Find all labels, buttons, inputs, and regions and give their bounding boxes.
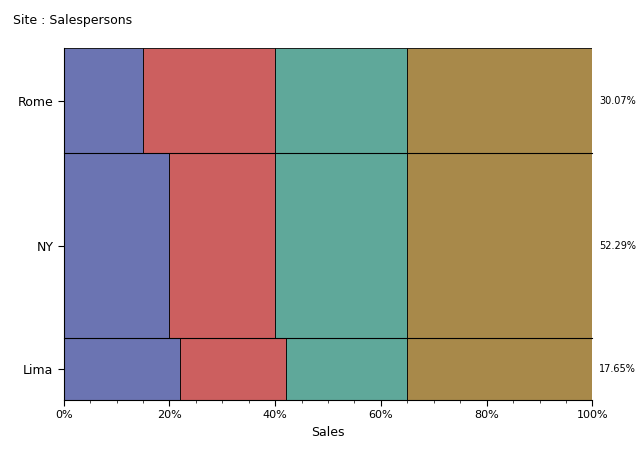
Text: 17.65%: 17.65% [599,364,636,374]
Text: 52.29%: 52.29% [599,240,636,250]
Text: 30.07%: 30.07% [599,96,636,106]
Bar [408,153,592,337]
X-axis label: Sales: Sales [311,426,345,439]
Bar [286,337,408,400]
Bar [408,337,592,400]
Bar [64,48,143,153]
Text: Site : Salespersons: Site : Salespersons [13,14,132,27]
Bar [408,48,592,153]
Bar [180,337,286,400]
Bar [143,48,275,153]
Bar [64,153,169,337]
Bar [275,48,408,153]
Bar [275,153,408,337]
Bar [64,337,180,400]
Bar [169,153,275,337]
